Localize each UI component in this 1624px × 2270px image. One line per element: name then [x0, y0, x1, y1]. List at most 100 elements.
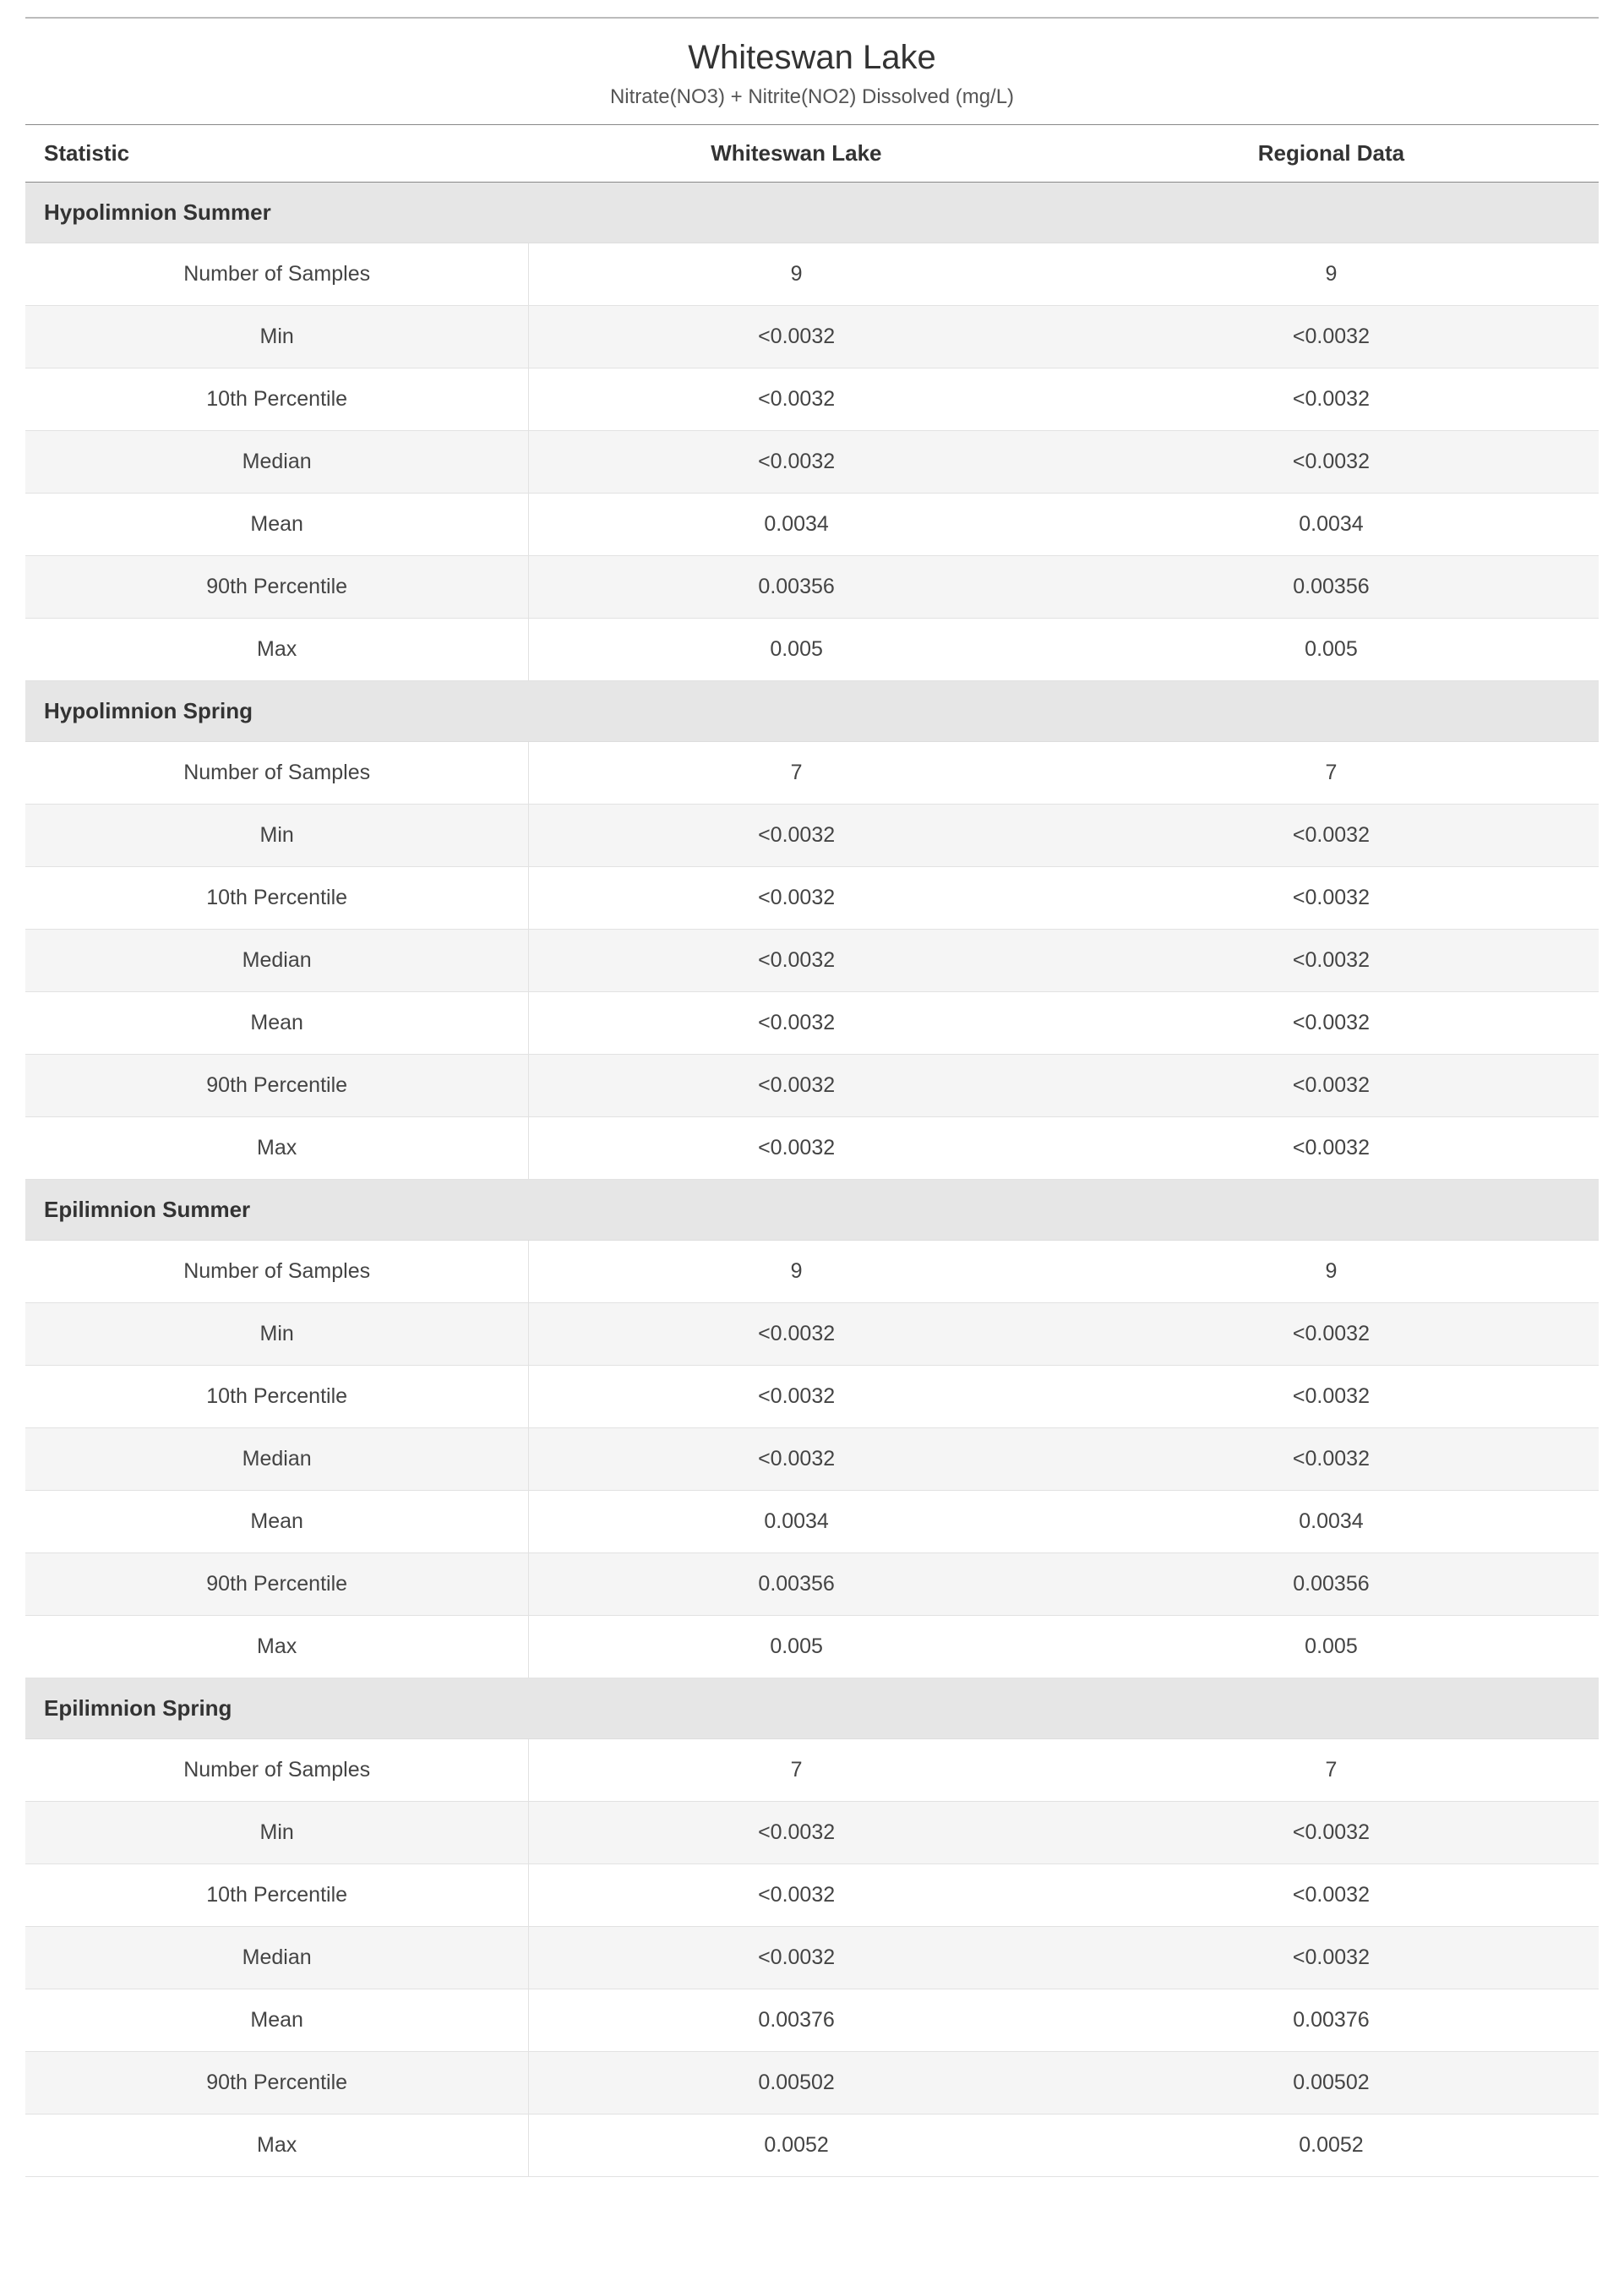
- stat-name-cell: Max: [25, 2114, 529, 2177]
- regional-value-cell: 9: [1064, 1241, 1599, 1303]
- stat-name-cell: 90th Percentile: [25, 1055, 529, 1117]
- title-block: Whiteswan Lake Nitrate(NO3) + Nitrite(NO…: [25, 39, 1599, 109]
- lake-value-cell: <0.0032: [529, 1428, 1064, 1491]
- lake-value-cell: <0.0032: [529, 805, 1064, 867]
- stat-name-cell: 10th Percentile: [25, 1864, 529, 1927]
- lake-value-cell: <0.0032: [529, 368, 1064, 431]
- table-row: 90th Percentile<0.0032<0.0032: [25, 1055, 1599, 1117]
- stat-name-cell: 90th Percentile: [25, 2052, 529, 2114]
- stat-name-cell: Max: [25, 619, 529, 681]
- lake-value-cell: 7: [529, 742, 1064, 805]
- top-rule: [25, 17, 1599, 19]
- stat-name-cell: Number of Samples: [25, 243, 529, 306]
- group-header-label: Epilimnion Summer: [25, 1180, 1599, 1241]
- stat-name-cell: Median: [25, 1927, 529, 1989]
- lake-value-cell: <0.0032: [529, 1864, 1064, 1927]
- regional-value-cell: 0.0034: [1064, 1491, 1599, 1553]
- stat-name-cell: Min: [25, 1303, 529, 1366]
- regional-value-cell: <0.0032: [1064, 1428, 1599, 1491]
- lake-value-cell: 0.00502: [529, 2052, 1064, 2114]
- regional-value-cell: 0.0034: [1064, 494, 1599, 556]
- stat-name-cell: Min: [25, 1802, 529, 1864]
- column-header-statistic: Statistic: [25, 125, 529, 183]
- table-row: Min<0.0032<0.0032: [25, 306, 1599, 368]
- table-row: Max0.00520.0052: [25, 2114, 1599, 2177]
- table-row: 10th Percentile<0.0032<0.0032: [25, 1864, 1599, 1927]
- lake-value-cell: <0.0032: [529, 1303, 1064, 1366]
- column-header-regional: Regional Data: [1064, 125, 1599, 183]
- table-row: Max0.0050.005: [25, 1616, 1599, 1678]
- table-row: Median<0.0032<0.0032: [25, 1428, 1599, 1491]
- regional-value-cell: <0.0032: [1064, 805, 1599, 867]
- regional-value-cell: <0.0032: [1064, 1117, 1599, 1180]
- lake-value-cell: 0.0034: [529, 494, 1064, 556]
- stat-name-cell: 10th Percentile: [25, 867, 529, 930]
- stat-name-cell: Median: [25, 431, 529, 494]
- table-row: Number of Samples99: [25, 1241, 1599, 1303]
- regional-value-cell: <0.0032: [1064, 1055, 1599, 1117]
- lake-value-cell: 0.00376: [529, 1989, 1064, 2052]
- lake-value-cell: 9: [529, 1241, 1064, 1303]
- lake-value-cell: <0.0032: [529, 1802, 1064, 1864]
- group-header-row: Hypolimnion Summer: [25, 183, 1599, 243]
- lake-value-cell: <0.0032: [529, 930, 1064, 992]
- table-row: 10th Percentile<0.0032<0.0032: [25, 1366, 1599, 1428]
- regional-value-cell: <0.0032: [1064, 306, 1599, 368]
- group-header-row: Epilimnion Summer: [25, 1180, 1599, 1241]
- table-row: Min<0.0032<0.0032: [25, 805, 1599, 867]
- regional-value-cell: <0.0032: [1064, 1864, 1599, 1927]
- table-row: Number of Samples77: [25, 1739, 1599, 1802]
- table-row: Mean0.00340.0034: [25, 494, 1599, 556]
- stat-name-cell: Number of Samples: [25, 742, 529, 805]
- regional-value-cell: 0.00356: [1064, 1553, 1599, 1616]
- regional-value-cell: <0.0032: [1064, 1303, 1599, 1366]
- table-row: Mean0.003760.00376: [25, 1989, 1599, 2052]
- lake-value-cell: 0.00356: [529, 556, 1064, 619]
- lake-value-cell: <0.0032: [529, 306, 1064, 368]
- stat-name-cell: Min: [25, 805, 529, 867]
- column-header-row: Statistic Whiteswan Lake Regional Data: [25, 125, 1599, 183]
- stat-name-cell: Number of Samples: [25, 1739, 529, 1802]
- stat-name-cell: Mean: [25, 1491, 529, 1553]
- lake-value-cell: 0.005: [529, 1616, 1064, 1678]
- lake-value-cell: 0.005: [529, 619, 1064, 681]
- table-row: Mean0.00340.0034: [25, 1491, 1599, 1553]
- table-row: Max0.0050.005: [25, 619, 1599, 681]
- stat-name-cell: 90th Percentile: [25, 1553, 529, 1616]
- lake-value-cell: <0.0032: [529, 1366, 1064, 1428]
- report-title: Whiteswan Lake: [25, 39, 1599, 77]
- lake-value-cell: <0.0032: [529, 867, 1064, 930]
- stat-name-cell: Mean: [25, 494, 529, 556]
- stat-name-cell: Max: [25, 1117, 529, 1180]
- lake-value-cell: <0.0032: [529, 1055, 1064, 1117]
- regional-value-cell: <0.0032: [1064, 1802, 1599, 1864]
- regional-value-cell: 0.005: [1064, 1616, 1599, 1678]
- table-row: Number of Samples99: [25, 243, 1599, 306]
- stat-name-cell: Median: [25, 930, 529, 992]
- lake-value-cell: <0.0032: [529, 992, 1064, 1055]
- group-header-label: Hypolimnion Spring: [25, 681, 1599, 742]
- regional-value-cell: 0.00356: [1064, 556, 1599, 619]
- stat-name-cell: 10th Percentile: [25, 368, 529, 431]
- group-header-row: Hypolimnion Spring: [25, 681, 1599, 742]
- regional-value-cell: 0.00502: [1064, 2052, 1599, 2114]
- regional-value-cell: 0.005: [1064, 619, 1599, 681]
- regional-value-cell: 7: [1064, 742, 1599, 805]
- stat-name-cell: Mean: [25, 992, 529, 1055]
- table-row: Median<0.0032<0.0032: [25, 431, 1599, 494]
- group-header-label: Hypolimnion Summer: [25, 183, 1599, 243]
- table-row: 90th Percentile0.003560.00356: [25, 1553, 1599, 1616]
- table-row: Min<0.0032<0.0032: [25, 1802, 1599, 1864]
- lake-value-cell: <0.0032: [529, 431, 1064, 494]
- stat-name-cell: Mean: [25, 1989, 529, 2052]
- table-row: 10th Percentile<0.0032<0.0032: [25, 867, 1599, 930]
- regional-value-cell: 7: [1064, 1739, 1599, 1802]
- table-row: Min<0.0032<0.0032: [25, 1303, 1599, 1366]
- statistics-table-body: Hypolimnion SummerNumber of Samples99Min…: [25, 183, 1599, 2177]
- regional-value-cell: <0.0032: [1064, 1366, 1599, 1428]
- regional-value-cell: <0.0032: [1064, 368, 1599, 431]
- lake-value-cell: 9: [529, 243, 1064, 306]
- table-row: 10th Percentile<0.0032<0.0032: [25, 368, 1599, 431]
- table-row: Number of Samples77: [25, 742, 1599, 805]
- regional-value-cell: <0.0032: [1064, 1927, 1599, 1989]
